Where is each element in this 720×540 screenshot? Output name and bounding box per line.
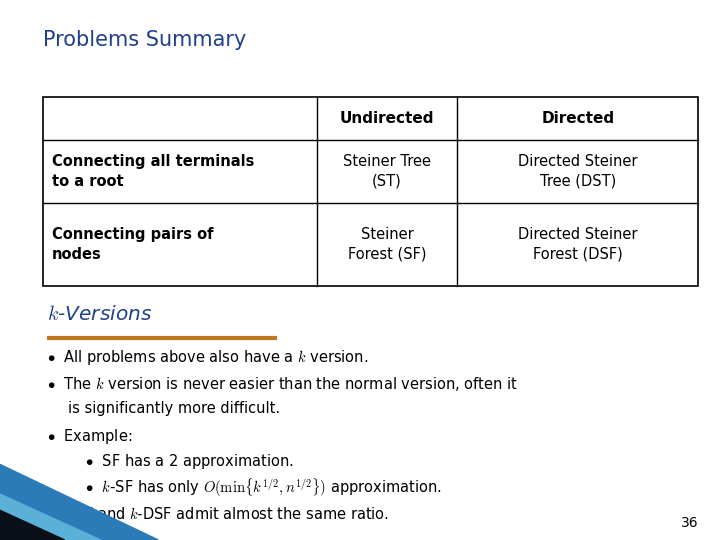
Polygon shape — [0, 494, 101, 540]
Bar — [43, 97, 698, 286]
Polygon shape — [0, 464, 158, 540]
Text: Connecting pairs of
nodes: Connecting pairs of nodes — [52, 227, 213, 262]
Text: Connecting all terminals
to a root: Connecting all terminals to a root — [52, 154, 254, 189]
Text: is significantly more difficult.: is significantly more difficult. — [68, 401, 281, 416]
Text: Problems Summary: Problems Summary — [43, 30, 246, 50]
Text: Directed Steiner
Tree (DST): Directed Steiner Tree (DST) — [518, 154, 637, 189]
Text: $\bullet$  The $k$ version is never easier than the normal version, often it: $\bullet$ The $k$ version is never easie… — [47, 375, 518, 393]
Text: $\bullet$  DSF and $k$-DSF admit almost the same ratio.: $\bullet$ DSF and $k$-DSF admit almost t… — [47, 506, 389, 522]
Text: Steiner
Forest (SF): Steiner Forest (SF) — [348, 227, 426, 262]
Text: $\bullet$  $k$-SF has only $O(\min\{k^{1/2}, n^{1/2}\})$ approximation.: $\bullet$ $k$-SF has only $O(\min\{k^{1/… — [76, 476, 441, 499]
Text: $\bullet$  SF has a 2 approximation.: $\bullet$ SF has a 2 approximation. — [76, 452, 294, 471]
Text: $k$-Versions: $k$-Versions — [47, 305, 152, 324]
Text: $\bullet$  Example:: $\bullet$ Example: — [47, 427, 132, 446]
Polygon shape — [0, 510, 65, 540]
Text: $\bullet$  All problems above also have a $k$ version.: $\bullet$ All problems above also have a… — [47, 348, 368, 367]
Text: Directed: Directed — [541, 111, 614, 126]
Text: Steiner Tree
(ST): Steiner Tree (ST) — [343, 154, 431, 189]
Text: 36: 36 — [681, 516, 698, 530]
Text: Directed Steiner
Forest (DSF): Directed Steiner Forest (DSF) — [518, 227, 637, 262]
Text: Undirected: Undirected — [340, 111, 434, 126]
